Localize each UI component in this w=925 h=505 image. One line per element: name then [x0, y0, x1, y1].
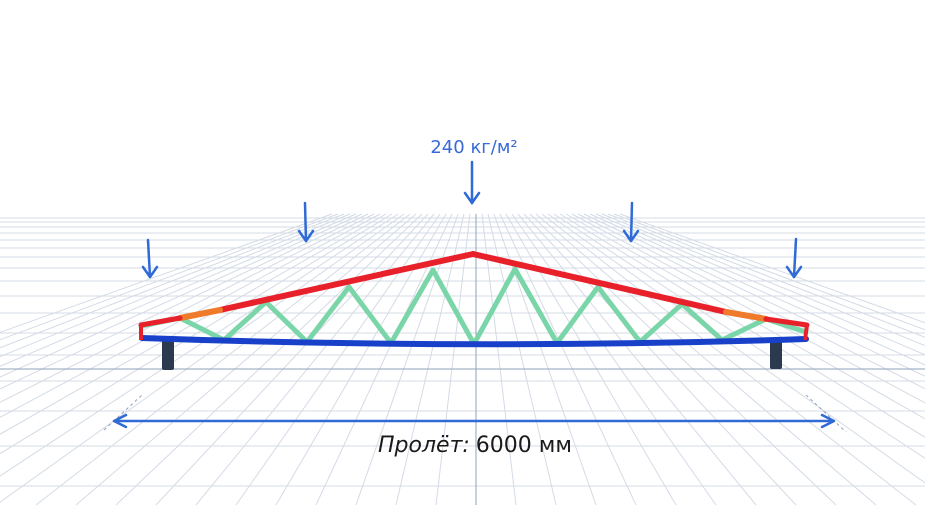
span-arrowhead-left-icon [112, 413, 128, 429]
grid-line [0, 213, 363, 378]
grid-line [547, 213, 925, 484]
left-support [162, 340, 174, 370]
load-arrow-icon [785, 237, 803, 279]
grid-line [0, 213, 339, 341]
grid-line [499, 213, 637, 505]
grid-line [517, 213, 757, 505]
grid-line [0, 213, 369, 390]
span-extension-left [103, 394, 143, 431]
grid-line [559, 213, 925, 438]
grid-line [589, 213, 925, 366]
grid-line [523, 213, 797, 505]
load-arrow-icon [622, 201, 640, 243]
grid-line [0, 213, 393, 455]
load-arrow-icon [297, 201, 315, 243]
web-member [388, 267, 436, 346]
load-arrows [141, 160, 803, 279]
grid-line [75, 213, 417, 505]
right-end-post [803, 324, 809, 341]
top-chord-left-end [177, 307, 223, 321]
web-member [221, 299, 269, 343]
grid-line [493, 213, 597, 505]
grid-line [195, 213, 435, 505]
web-member [177, 315, 227, 343]
web-member [679, 301, 725, 343]
top-chord-right [470, 251, 729, 315]
web-member [512, 266, 560, 346]
load-arrow-icon [141, 238, 159, 279]
bottom-chord [139, 335, 809, 348]
top-chord-left [217, 251, 476, 313]
grid-line [0, 213, 405, 503]
grid-line [0, 213, 351, 358]
span-label: Пролёт: 6000 мм [378, 433, 572, 458]
grid-line [0, 213, 381, 418]
grid-line [541, 213, 917, 505]
span-label-prefix: Пролёт: [378, 433, 470, 458]
load-arrowhead [622, 229, 640, 243]
grid-line [235, 213, 441, 505]
grid-line [0, 213, 375, 403]
web-member [304, 284, 352, 345]
span-dimension [103, 394, 847, 433]
grid-line [571, 213, 925, 404]
span-extension-right [805, 394, 847, 433]
grid-line [0, 213, 399, 477]
load-arrow-shaft [792, 237, 798, 279]
ground-grid [0, 213, 925, 505]
grid-line [115, 213, 423, 505]
grid-line [505, 213, 677, 505]
grid-line [565, 213, 925, 420]
grid-line [35, 213, 411, 505]
grid-line [315, 213, 453, 505]
top-chord-right-tip [763, 316, 810, 328]
load-arrow-icon [463, 160, 481, 205]
grid-line [511, 213, 717, 505]
span-arrowhead-right-icon [820, 413, 836, 429]
web-member [263, 299, 310, 345]
grid-line [577, 213, 925, 390]
grid-line [481, 213, 517, 505]
grid-line [595, 213, 925, 356]
grid-line [155, 213, 429, 505]
grid-line [395, 213, 465, 505]
web-member [346, 284, 394, 346]
load-arrowhead [785, 265, 803, 279]
web-member [595, 284, 643, 345]
grid-line [0, 213, 333, 333]
top-chord-left-tip [138, 315, 183, 328]
grid-line [529, 213, 837, 505]
right-support [770, 339, 782, 369]
load-label: 240 кг/м² [430, 137, 517, 158]
load-arrow-shaft [629, 201, 634, 243]
grid-line [0, 213, 357, 367]
grid-line [613, 213, 925, 331]
load-arrowhead [297, 229, 315, 243]
load-arrowhead [141, 265, 159, 279]
grid-line [435, 213, 471, 505]
load-arrow-shaft [146, 238, 152, 279]
web-member [719, 316, 769, 343]
span-label-value: 6000 мм [476, 433, 572, 458]
grid-line [535, 213, 877, 505]
grid-line [275, 213, 447, 505]
web-member [430, 267, 477, 347]
grid-line [619, 213, 925, 324]
web-member [471, 266, 518, 347]
grid-line [583, 213, 925, 377]
grid-line [0, 213, 387, 435]
grid-line [0, 213, 345, 349]
load-arrow-shaft [303, 201, 308, 243]
load-arrowhead [463, 191, 481, 205]
web-member [554, 284, 601, 346]
truss-web [138, 266, 809, 347]
top-chord-right-end [723, 309, 769, 322]
top-chord [138, 251, 810, 341]
grid-line [601, 213, 925, 347]
web-member [637, 301, 685, 345]
grid-line [607, 213, 925, 338]
